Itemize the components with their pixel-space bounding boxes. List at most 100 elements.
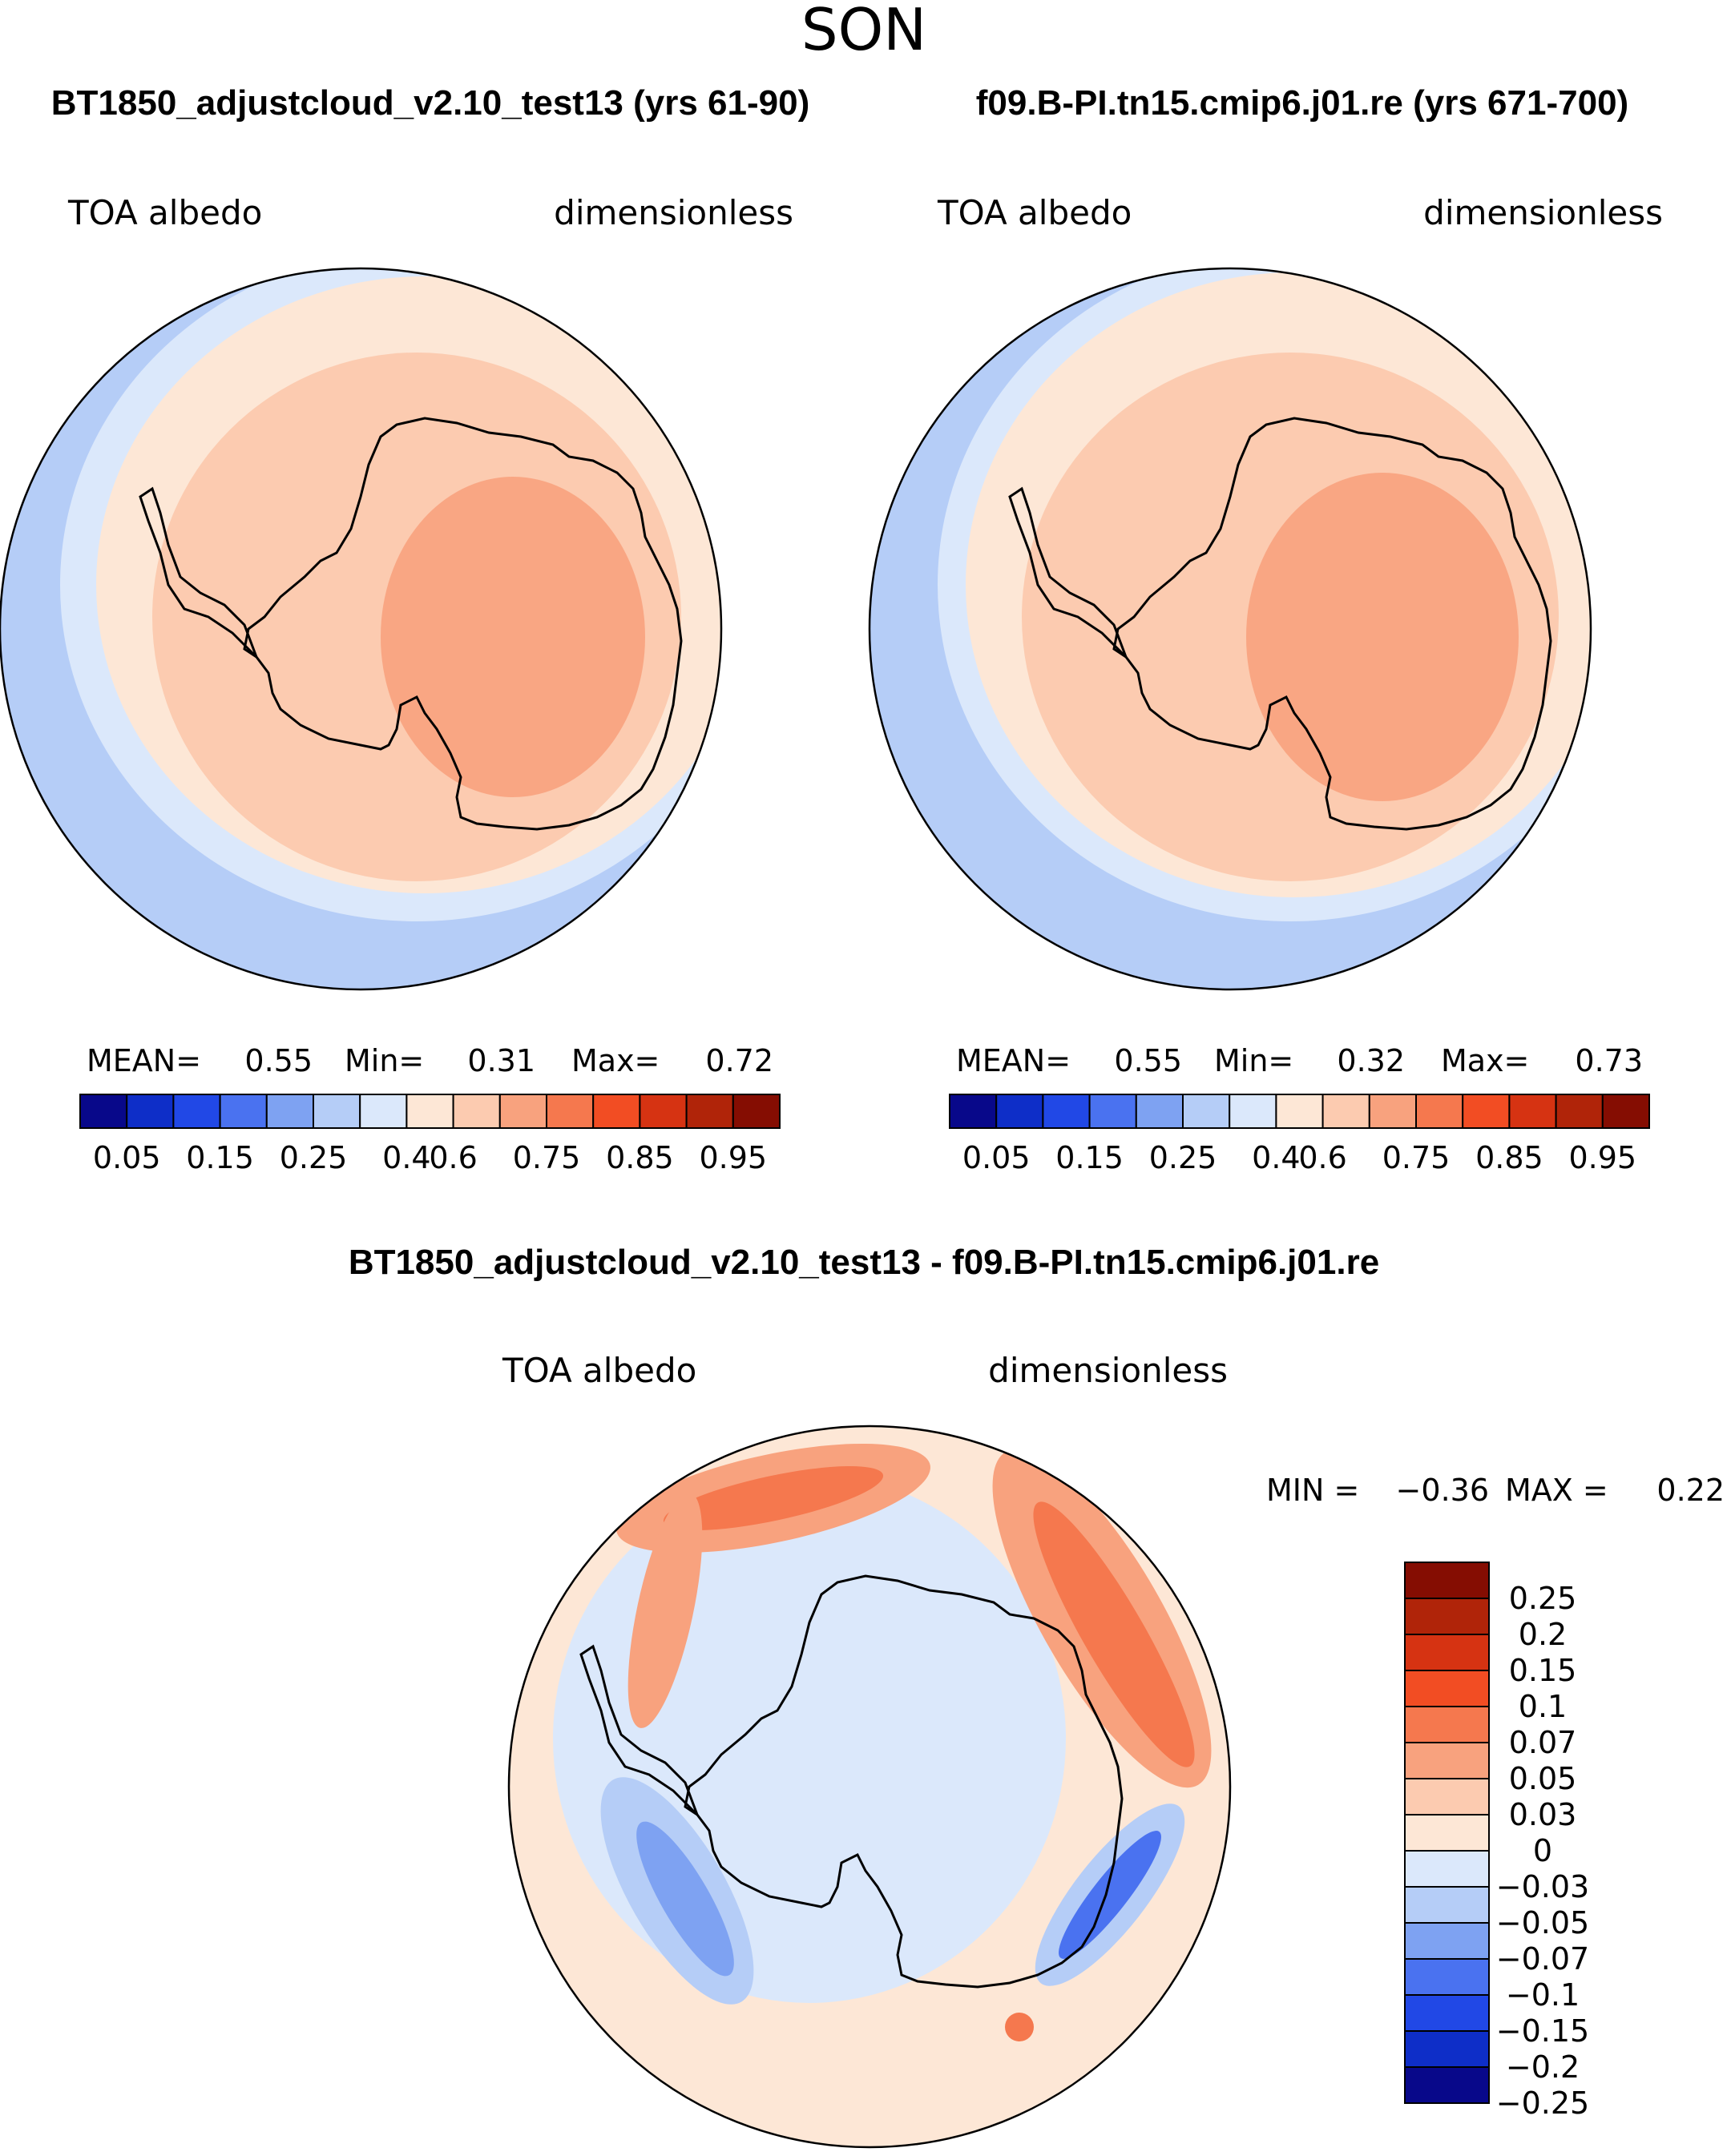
panel-1-variable: TOA albedo — [67, 193, 262, 232]
colorbar-label: −0.05 — [1496, 1905, 1589, 1940]
colorbar-label: 0.1 — [1519, 1689, 1567, 1724]
colorbar-label: 0.95 — [699, 1140, 767, 1175]
colorbar-box — [1182, 1094, 1231, 1129]
colorbar-label: 0.85 — [1475, 1140, 1543, 1175]
max-value: 0.72 — [705, 1043, 773, 1078]
min-label: Min= — [1214, 1043, 1293, 1078]
max-label: Max= — [571, 1043, 660, 1078]
diff-min-value: −0.36 — [1396, 1473, 1489, 1508]
colorbar-box — [1404, 1706, 1490, 1743]
colorbar-box — [1404, 1670, 1490, 1707]
colorbar-label: 0.25 — [280, 1140, 348, 1175]
diff-negative-southeast-core — [1059, 1831, 1161, 1959]
colorbar-box — [685, 1094, 734, 1129]
colorbar-box — [1404, 1778, 1490, 1815]
diff-colorbar-labels: 0.250.20.150.10.070.050.030−0.03−0.05−0.… — [1496, 1581, 1589, 2121]
colorbar-box — [1088, 1094, 1137, 1129]
colorbar-box — [1404, 1958, 1490, 1996]
mean-label: MEAN= — [956, 1043, 1071, 1078]
diff-min-label: MIN = — [1266, 1473, 1359, 1508]
colorbar-label: 0.95 — [1568, 1140, 1636, 1175]
diff-arc-positive-west — [627, 1493, 703, 1728]
diff-map — [507, 1425, 1232, 2149]
mean-value: 0.55 — [1114, 1043, 1182, 1078]
panel-2: f09.B-PI.tn15.cmip6.j01.re (yrs 671-700)… — [868, 83, 1663, 1175]
mean-value: 0.55 — [244, 1043, 313, 1078]
colorbar-label: 0.05 — [962, 1140, 1031, 1175]
colorbar-box — [79, 1094, 128, 1129]
colorbar-box — [313, 1094, 361, 1129]
max-value: 0.73 — [1575, 1043, 1643, 1078]
field-band-salmon — [1246, 473, 1519, 801]
colorbar-label: −0.07 — [1496, 1941, 1589, 1977]
colorbar-box — [1601, 1094, 1651, 1129]
colorbar-label: 0.6 — [429, 1140, 477, 1175]
panel-1: BT1850_adjustcloud_v2.10_test13 (yrs 61-… — [0, 83, 809, 1175]
colorbar-label: −0.15 — [1496, 2013, 1589, 2049]
colorbar-box — [592, 1094, 641, 1129]
colorbar-box — [406, 1094, 454, 1129]
colorbar-box — [995, 1094, 1044, 1129]
colorbar-label: −0.2 — [1506, 2049, 1580, 2085]
colorbar-box — [1555, 1094, 1604, 1129]
colorbar-box — [1404, 2066, 1490, 2104]
colorbar-box — [498, 1094, 547, 1129]
diff-field-negative-region — [553, 1474, 1066, 2003]
panel-1-colorbar — [79, 1094, 781, 1129]
map-boundary — [507, 1425, 1232, 2149]
min-value: 0.32 — [1337, 1043, 1405, 1078]
min-value: 0.31 — [467, 1043, 535, 1078]
panel-2-colorbar-labels: 0.05 0.15 0.25 0.40.6 0.75 0.85 0.95 — [962, 1140, 1636, 1175]
diff-max-label: MAX = — [1505, 1473, 1608, 1508]
colorbar-label: 0.05 — [1509, 1761, 1577, 1796]
colorbar-box — [1404, 1994, 1490, 2032]
diff-units: dimensionless — [988, 1351, 1228, 1390]
panel-1-stats: MEAN= 0.55 Min= 0.31 Max= 0.72 — [87, 1043, 773, 1078]
colorbar-box — [359, 1094, 408, 1129]
colorbar-box — [1368, 1094, 1418, 1129]
diff-variable: TOA albedo — [502, 1351, 696, 1390]
field-band-salmon — [381, 477, 645, 797]
colorbar-box — [1404, 1634, 1490, 1671]
colorbar-box — [1404, 1562, 1490, 1599]
colorbar-label: 0.75 — [513, 1140, 581, 1175]
max-label: Max= — [1441, 1043, 1529, 1078]
colorbar-box — [732, 1094, 781, 1129]
colorbar-label: 0.15 — [186, 1140, 254, 1175]
colorbar-box — [949, 1094, 998, 1129]
colorbar-box — [1415, 1094, 1464, 1129]
colorbar-label: 0.6 — [1298, 1140, 1346, 1175]
colorbar-box — [1508, 1094, 1557, 1129]
panel-2-case-title: f09.B-PI.tn15.cmip6.j01.re (yrs 671-700) — [976, 83, 1628, 123]
panel-2-units: dimensionless — [1423, 193, 1663, 232]
panel-1-map — [0, 267, 723, 991]
colorbar-box — [219, 1094, 268, 1129]
diff-positive-spot — [1005, 2013, 1034, 2041]
colorbar-box — [1321, 1094, 1370, 1129]
diff-max-value: 0.22 — [1656, 1473, 1725, 1508]
colorbar-box — [546, 1094, 595, 1129]
colorbar-box — [1404, 1922, 1490, 1960]
colorbar-label: 0.15 — [1509, 1653, 1577, 1688]
colorbar-box — [1135, 1094, 1184, 1129]
colorbar-box — [639, 1094, 688, 1129]
figure-title: SON — [801, 0, 926, 63]
colorbar-label: 0.25 — [1509, 1581, 1577, 1616]
colorbar-box — [1404, 1598, 1490, 1635]
diff-colorbar — [1404, 1562, 1490, 2104]
colorbar-label: 0.85 — [606, 1140, 674, 1175]
colorbar-label: 0.4 — [1252, 1140, 1300, 1175]
panel-2-variable: TOA albedo — [937, 193, 1132, 232]
map-boundary — [0, 267, 723, 991]
mean-label: MEAN= — [87, 1043, 201, 1078]
colorbar-box — [1275, 1094, 1324, 1129]
colorbar-box — [265, 1094, 314, 1129]
panel-1-case-title: BT1850_adjustcloud_v2.10_test13 (yrs 61-… — [51, 83, 810, 123]
colorbar-box — [1404, 1814, 1490, 1852]
colorbar-box — [1404, 1886, 1490, 1924]
colorbar-box — [1404, 1850, 1490, 1888]
colorbar-box — [452, 1094, 501, 1129]
panel-2-map — [868, 267, 1592, 991]
panel-1-colorbar-labels: 0.05 0.15 0.25 0.40.6 0.75 0.85 0.95 — [93, 1140, 767, 1175]
colorbar-label: 0.2 — [1519, 1617, 1567, 1652]
